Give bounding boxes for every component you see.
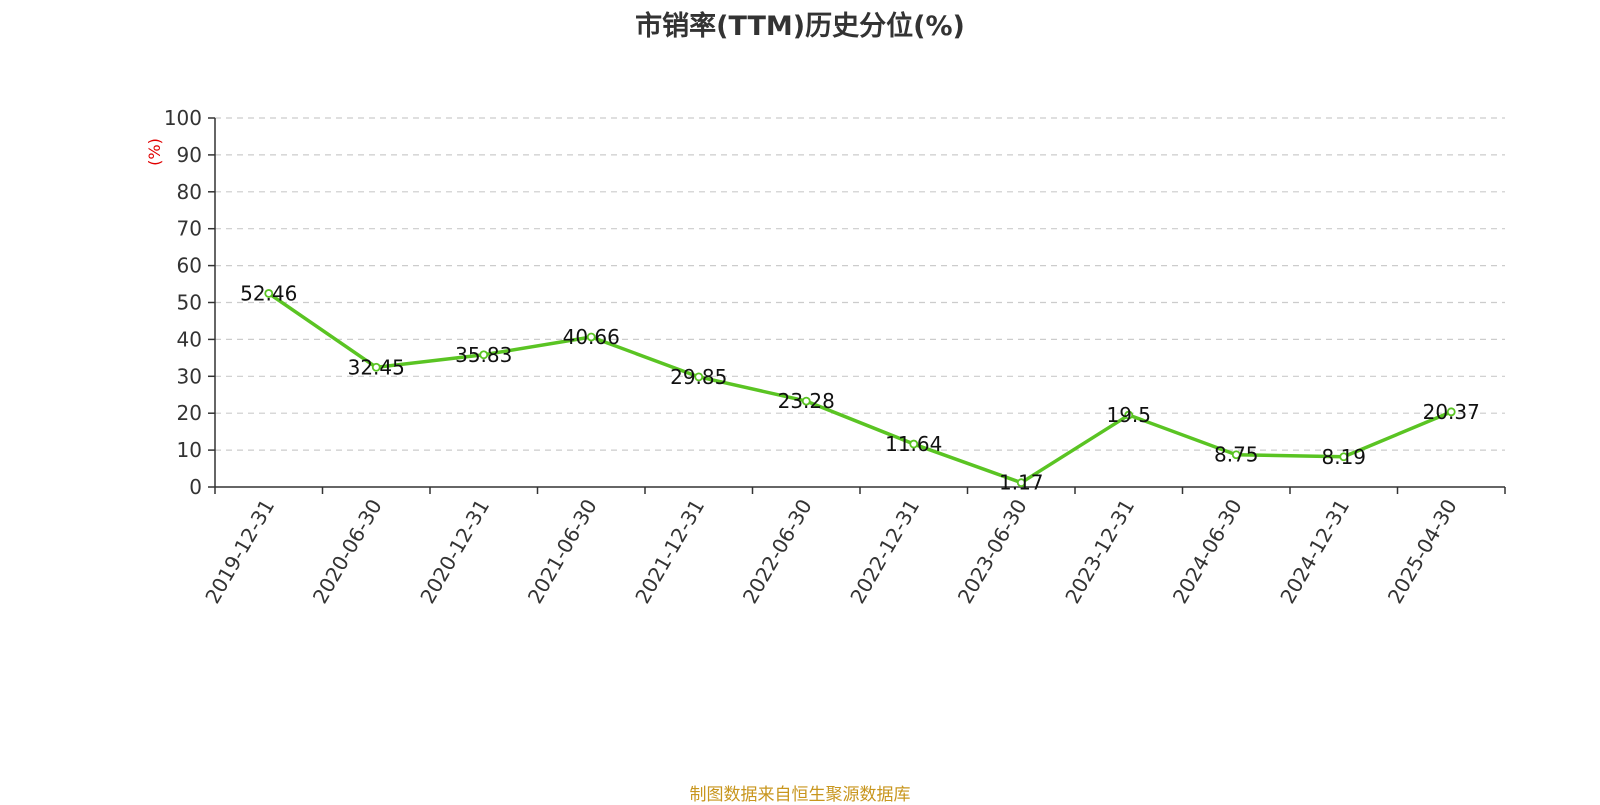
x-tick-label-2021-06-30: 2021-06-30 (523, 495, 602, 608)
series-line-layer (267, 291, 1452, 485)
y-tick-label-50: 50 (177, 291, 202, 315)
x-tick-labels: 2019-12-31 2020-06-30 2020-12-31 2021-06-30… (200, 495, 1461, 608)
data-point-2021-12-31 (694, 372, 704, 382)
axes (208, 117, 1506, 494)
data-label-2025-04-30: 20.37 (1423, 400, 1480, 424)
chart-title: 市销率(TTM)历史分位(%) (635, 11, 965, 42)
y-tick-label-60: 60 (177, 254, 202, 278)
y-tick-label-0: 0 (189, 475, 202, 499)
data-label-2020-06-30: 32.45 (348, 355, 405, 379)
data-label-2019-12-31: 52.46 (240, 281, 297, 305)
data-points (264, 289, 1456, 488)
data-label-2023-06-30: 1.17 (999, 471, 1044, 495)
series-line (267, 291, 1452, 485)
x-tick-label-2022-06-30: 2022-06-30 (738, 495, 817, 608)
x-tick-label-2020-06-30: 2020-06-30 (308, 495, 387, 608)
y-tick-label-80: 80 (177, 180, 202, 204)
x-tick-label-2022-12-31: 2022-12-31 (845, 495, 924, 608)
data-point-2021-06-30 (586, 332, 596, 342)
x-tick-label-2025-04-30: 2025-04-30 (1383, 495, 1462, 608)
x-tick-label-2019-12-31: 2019-12-31 (200, 495, 279, 608)
data-point-2019-12-31 (264, 289, 274, 298)
data-point-2022-12-31 (909, 439, 919, 449)
data-label-2024-06-30: 8.75 (1214, 443, 1259, 467)
data-point-2024-06-30 (1231, 450, 1241, 460)
x-tick-label-2023-12-31: 2023-12-31 (1060, 495, 1139, 608)
data-label-2023-12-31: 19.5 (1106, 403, 1151, 427)
y-tick-labels: 0 10 20 30 40 50 60 70 80 90 100 (164, 106, 202, 499)
y-tick-label-90: 90 (177, 143, 202, 167)
data-point-2020-12-31 (479, 350, 489, 360)
y-tick-label-40: 40 (177, 327, 202, 351)
x-tick-label-2023-06-30: 2023-06-30 (953, 495, 1032, 608)
y-tick-label-30: 30 (177, 364, 202, 388)
data-label-2021-12-31: 29.85 (670, 365, 727, 389)
x-tick-label-2021-12-31: 2021-12-31 (630, 495, 709, 608)
grid-lines (215, 117, 1505, 451)
y-tick-label-70: 70 (177, 217, 202, 241)
y-tick-label-100: 100 (164, 106, 202, 130)
data-label-2021-06-30: 40.66 (563, 325, 620, 349)
data-point-2020-06-30 (371, 362, 381, 372)
data-label-2024-12-31: 8.19 (1321, 445, 1366, 469)
source-note: 制图数据来自恒生聚源数据库 (689, 785, 911, 805)
y-tick-label-10: 10 (177, 438, 202, 462)
y-tick-label-20: 20 (177, 401, 202, 425)
data-point-2025-04-30 (1446, 407, 1456, 417)
data-label-2020-12-31: 35.83 (455, 343, 512, 367)
data-labels: 52.46 32.45 35.83 40.66 29.85 23.28 11.64 1.17 1… (240, 281, 1480, 494)
data-point-2023-06-30 (1016, 478, 1026, 488)
x-tick-label-2024-12-31: 2024-12-31 (1275, 495, 1354, 608)
x-tick-label-2024-06-30: 2024-06-30 (1168, 495, 1247, 608)
data-label-2022-06-30: 23.28 (778, 389, 835, 413)
data-point-2024-12-31 (1339, 452, 1349, 462)
y-axis-label: (%) (145, 138, 164, 166)
data-point-2023-12-31 (1124, 410, 1134, 420)
x-tick-label-2020-12-31: 2020-12-31 (415, 495, 494, 608)
data-label-2022-12-31: 11.64 (885, 432, 942, 456)
data-point-2022-06-30 (801, 396, 811, 406)
